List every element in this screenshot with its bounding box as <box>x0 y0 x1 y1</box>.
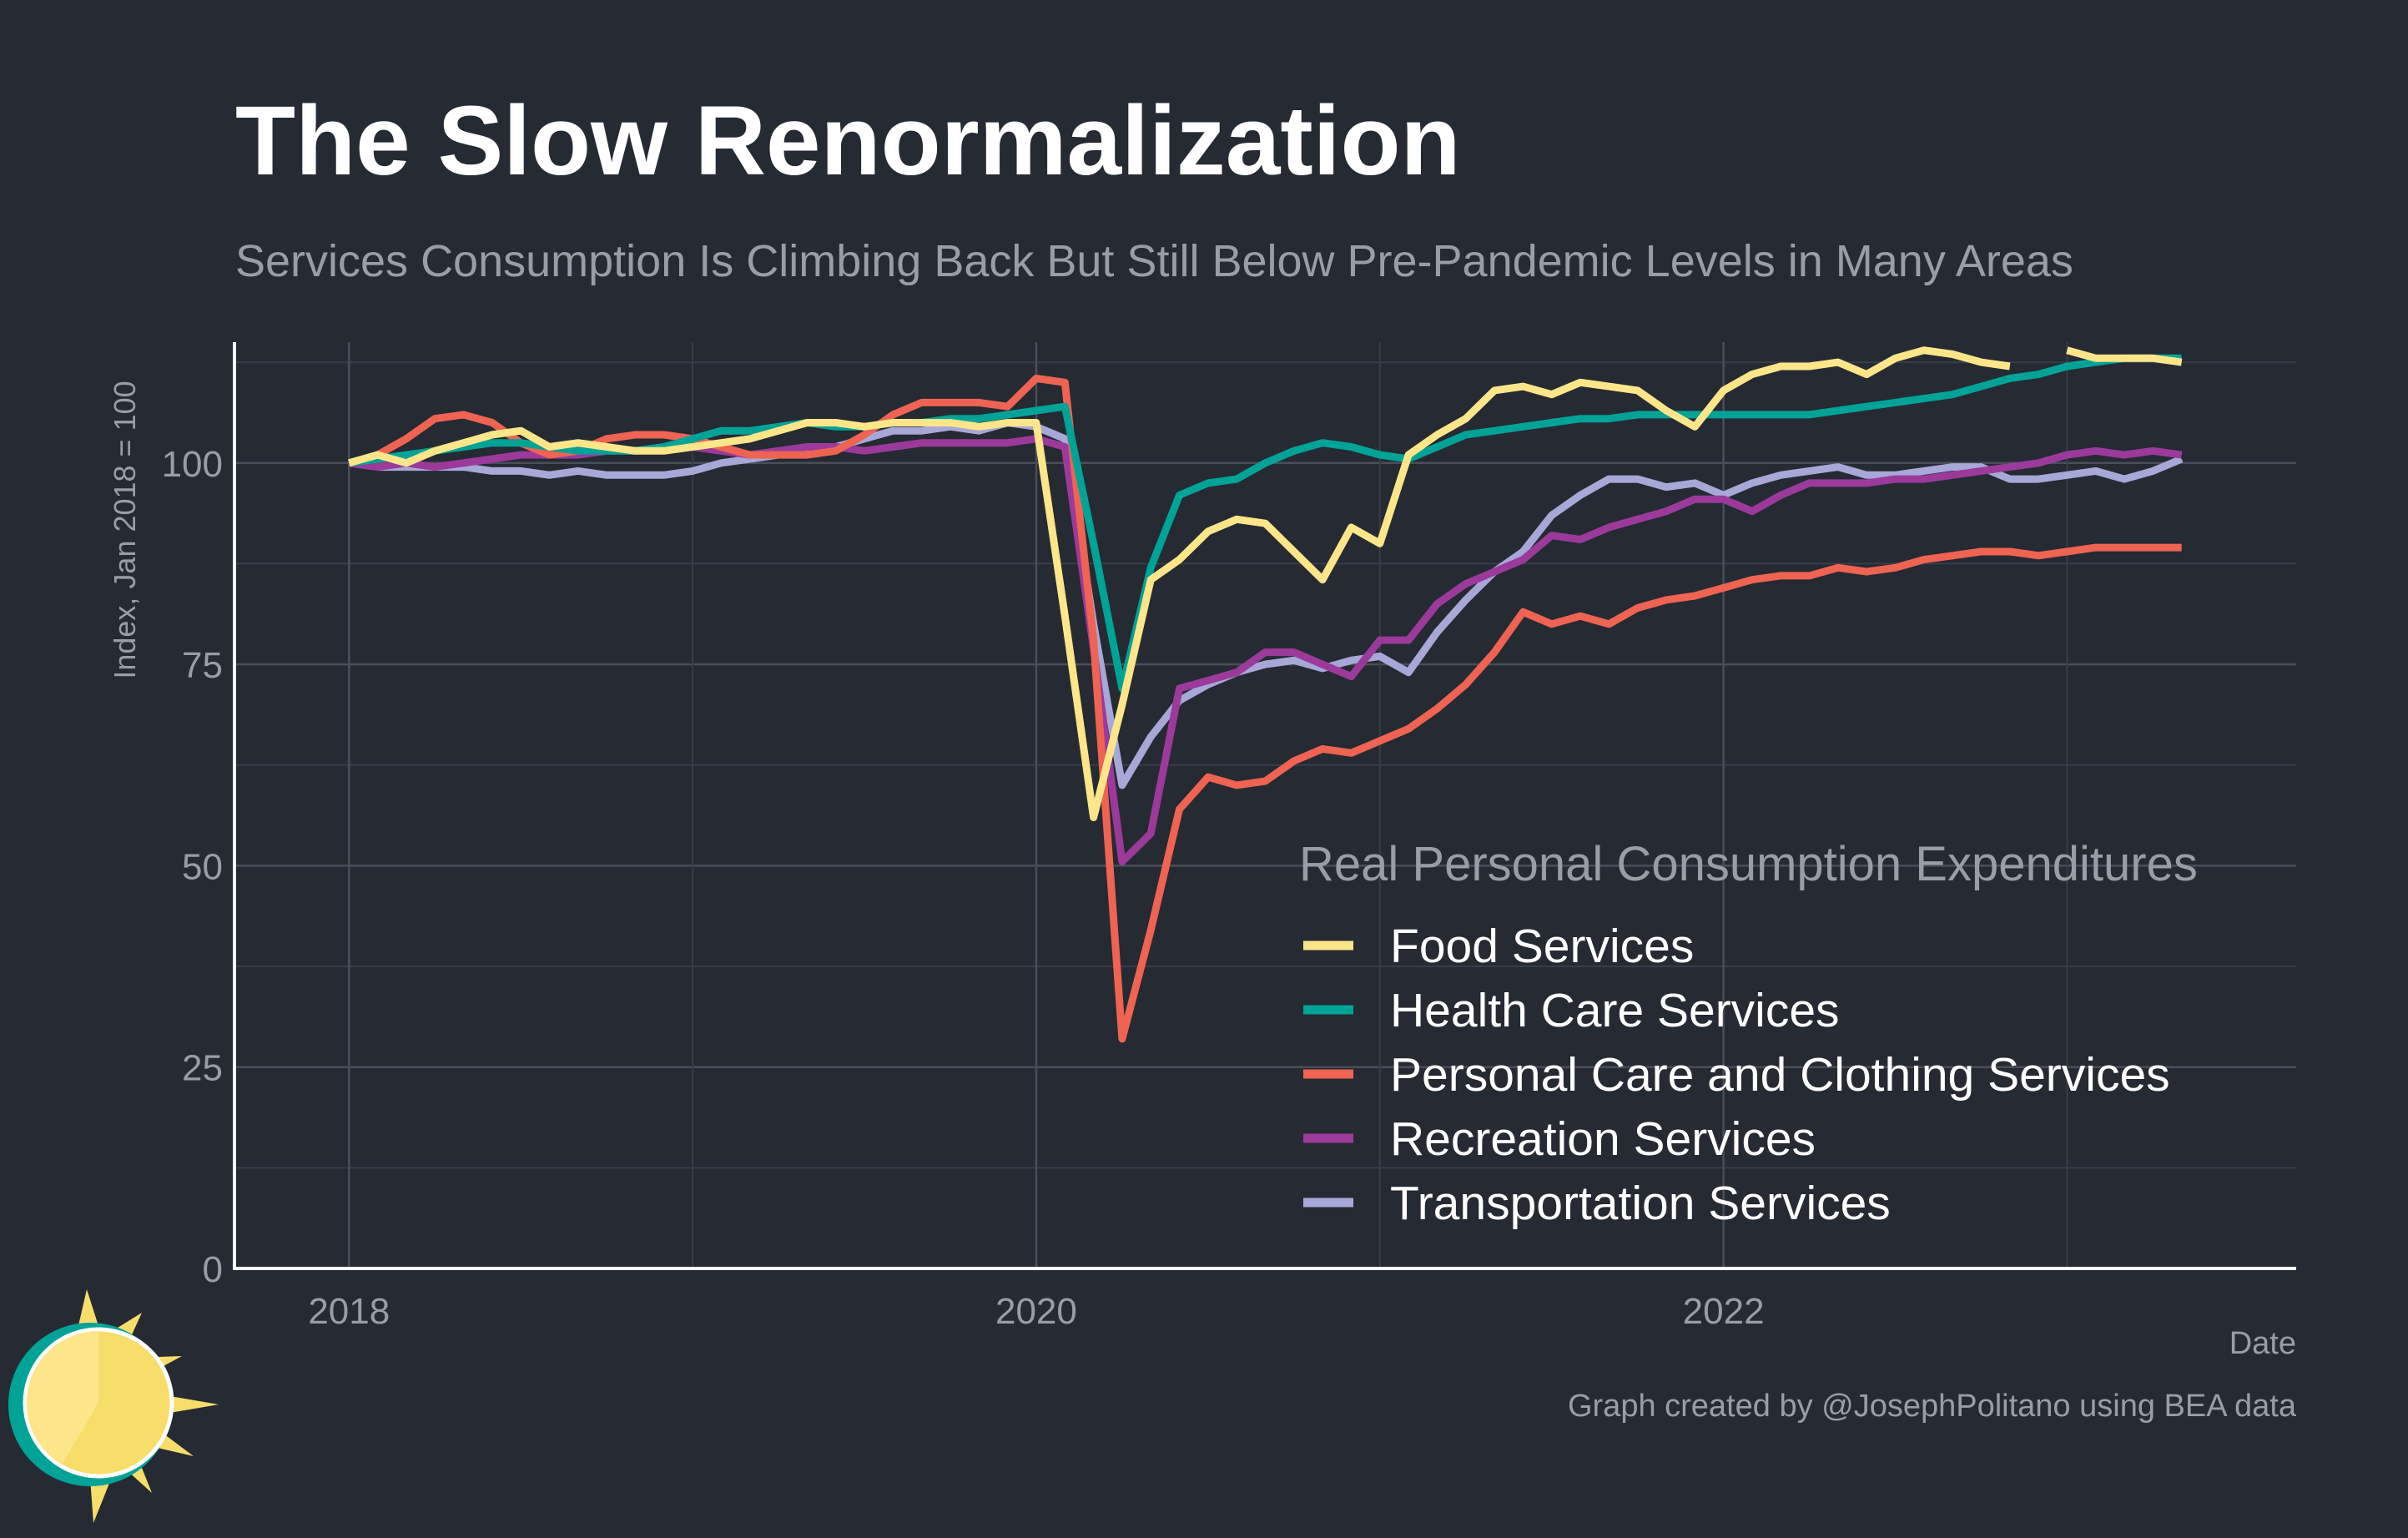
legend-label-personal-care-and-clothing-services: Personal Care and Clothing Services <box>1390 1048 2170 1102</box>
chart-legend: Real Personal Consumption Expenditures F… <box>1299 837 2198 1230</box>
chart-series <box>348 346 2184 1043</box>
y-tick-label: 100 <box>162 444 223 485</box>
y-tick-label: 50 <box>182 846 223 887</box>
sun-logo-icon <box>8 1289 219 1523</box>
series-line-food-services <box>348 346 2183 821</box>
series-line-recreation-services <box>348 435 2183 866</box>
x-tick-label: 2022 <box>1683 1291 1765 1332</box>
legend-label-health-care-services: Health Care Services <box>1390 984 1840 1037</box>
chart-ticks: 0 25 50 75 100 2018 2020 2022 <box>162 444 1765 1332</box>
y-tick-label: 0 <box>203 1249 223 1290</box>
page-title: The Slow Renormalization <box>235 86 1461 196</box>
legend-label-food-services: Food Services <box>1390 920 1694 973</box>
y-tick-label: 75 <box>182 645 223 686</box>
y-tick-label: 25 <box>182 1048 223 1089</box>
page-subtitle: Services Consumption Is Climbing Back Bu… <box>235 236 2073 286</box>
legend-label-recreation-services: Recreation Services <box>1390 1112 1816 1166</box>
series-line-personal-care-and-clothing-services <box>348 374 2182 1043</box>
y-axis-title: Index, Jan 2018 = 100 <box>108 381 142 678</box>
chart-grid <box>234 342 2296 1268</box>
x-axis-title: Date <box>2229 1326 2296 1361</box>
chart-axes <box>233 342 2296 1270</box>
x-tick-label: 2020 <box>995 1291 1077 1332</box>
credit-caption: Graph created by @JosephPolitano using B… <box>1567 1389 2296 1424</box>
legend-title: Real Personal Consumption Expenditures <box>1299 837 2198 891</box>
legend-label-transportation-services: Transportation Services <box>1390 1177 1891 1230</box>
x-tick-label: 2018 <box>308 1291 390 1332</box>
series-line-transportation-services <box>348 419 2184 789</box>
